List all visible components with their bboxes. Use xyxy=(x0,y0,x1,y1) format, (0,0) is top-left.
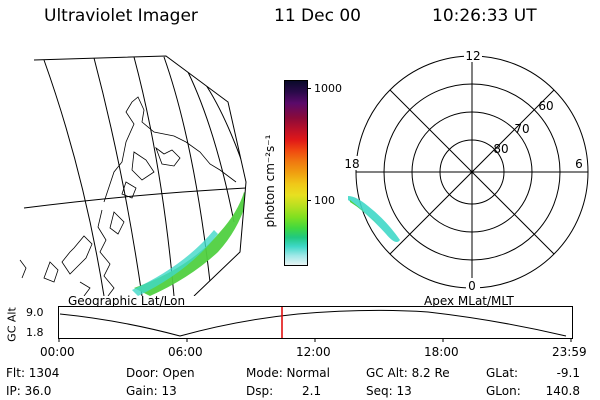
colorbar xyxy=(284,80,308,266)
glon-value: 140.8 xyxy=(545,384,580,398)
map-latitude-lines xyxy=(23,187,246,209)
timeline-xtick-2: 12:00 xyxy=(296,345,331,359)
mode-status: Mode: Normal xyxy=(246,366,330,380)
map-longitude-lines xyxy=(43,56,243,296)
dsp-label: Dsp: xyxy=(246,384,274,398)
timeline-ylabel: GC Alt xyxy=(5,307,19,342)
dsp-value: 2.1 xyxy=(302,384,322,398)
gain-value: Gain: 13 xyxy=(126,384,177,398)
mlt-label-left: 18 xyxy=(344,157,359,171)
colorbar-tick-100 xyxy=(307,200,311,201)
colorbar-tick-label-100: 100 xyxy=(314,194,335,207)
geographic-map-panel xyxy=(19,55,247,296)
timeline-xtick-4: 23:59 xyxy=(552,345,587,359)
left-panel-caption: Geographic Lat/Lon xyxy=(68,294,186,308)
timeline-ytick-min: 1.8 xyxy=(26,326,44,339)
colorbar-tick-1000 xyxy=(307,88,311,89)
ip-value: IP: 36.0 xyxy=(6,384,52,398)
right-panel-caption: Apex MLat/MLT xyxy=(424,294,514,308)
mlt-label-right: 6 xyxy=(575,157,583,171)
colorbar-unit-label: photon cm⁻²s⁻¹ xyxy=(263,134,277,228)
mlat-label-60: 60 xyxy=(538,99,553,113)
altitude-curve xyxy=(59,309,567,337)
sequence-value: Seq: 13 xyxy=(366,384,412,398)
timeline-xtick-0: 00:00 xyxy=(40,345,75,359)
mlat-label-70: 70 xyxy=(514,122,529,136)
instrument-title: Ultraviolet Imager xyxy=(44,6,198,26)
gc-alt-value: GC Alt: 8.2 Re xyxy=(366,366,450,380)
mlt-label-bottom: 0 xyxy=(468,279,476,293)
timeline-ytick-max: 9.0 xyxy=(26,306,44,319)
date-label: 11 Dec 00 xyxy=(274,6,361,26)
polar-plot: 12 18 6 0 60 70 80 xyxy=(342,48,589,293)
flight-number: Flt: 1304 xyxy=(6,366,60,380)
colorbar-tick-label-1000: 1000 xyxy=(314,82,342,95)
glon-label: GLon: xyxy=(486,384,521,398)
glat-label: GLat: xyxy=(486,366,519,380)
coastline-outline xyxy=(19,96,237,296)
glat-value: -9.1 xyxy=(556,366,580,380)
mlat-label-80: 80 xyxy=(493,142,508,156)
polar-auroral-emission xyxy=(348,196,400,242)
time-label: 10:26:33 UT xyxy=(432,6,537,26)
timeline-xtick-1: 06:00 xyxy=(168,345,203,359)
altitude-timeline xyxy=(58,306,573,342)
timeline-xtick-3: 18:00 xyxy=(424,345,459,359)
door-status: Door: Open xyxy=(126,366,195,380)
mlt-label-top: 12 xyxy=(465,49,480,63)
